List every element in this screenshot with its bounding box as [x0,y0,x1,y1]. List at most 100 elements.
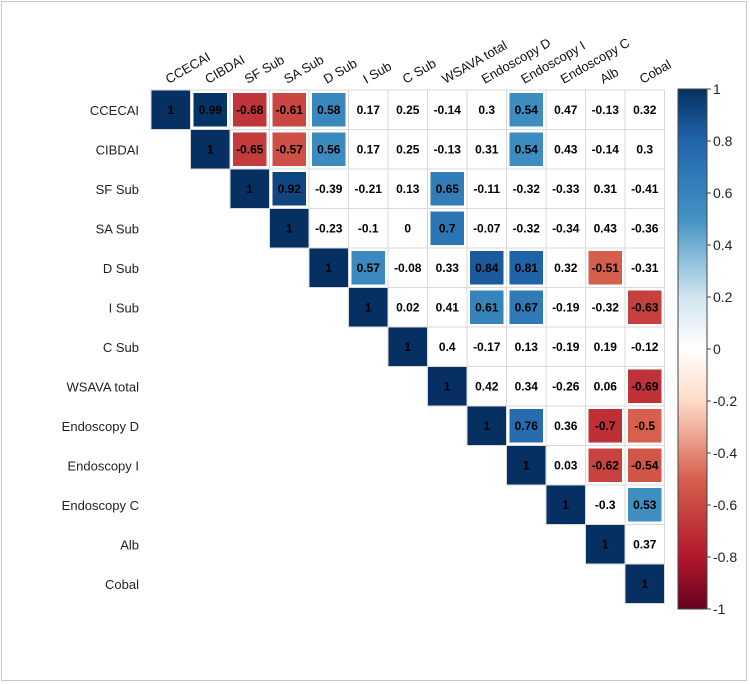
heatmap-cell [586,525,625,564]
cell-value-label: -0.33 [552,182,580,196]
grid-cell [427,247,468,288]
row-label: Cobal [105,577,139,592]
heatmap-cell [470,290,504,324]
cell-value-label: -0.36 [631,221,659,235]
row-label: CIBDAI [96,142,139,157]
grid-cell [545,326,586,367]
heatmap-cell [588,409,622,443]
grid-cell [427,89,468,130]
cell-value-label: 1 [602,537,609,551]
cell-layer [151,90,664,603]
cell-value-label: 0.41 [436,300,460,314]
cell-value-label: -0.32 [513,182,541,196]
cell-value-label: -0.69 [631,379,659,393]
cell-value-label: -0.23 [315,221,343,235]
cell-value-label: -0.26 [552,379,580,393]
cell-value-label: 1 [167,103,174,117]
heatmap-cell [628,448,662,482]
colorbar-tick-label: 0.4 [713,237,733,253]
heatmap-cell [191,130,230,169]
cell-value-label: -0.13 [434,142,462,156]
cell-value-label: -0.54 [631,458,659,472]
cell-value-label: 0.54 [515,103,539,117]
heatmap-cell [309,248,348,287]
heatmap-cell [230,169,269,208]
cell-value-label: 0.32 [554,261,578,275]
cell-value-label: 0.76 [515,419,539,433]
heatmap-cell [507,446,546,485]
cell-value-label: -0.3 [595,498,616,512]
heatmap-cell [430,172,464,206]
cell-value-label: -0.21 [355,182,383,196]
cell-value-label: 0.37 [633,537,657,551]
cell-value-label: 0.33 [436,261,460,275]
cell-value-label: 0.25 [396,142,420,156]
cell-value-label: 1 [483,419,490,433]
cell-value-label: 0.34 [515,379,539,393]
colorbar-tick-label: -0.8 [713,549,737,565]
heatmap-cell [430,211,464,245]
grid-cell [545,208,586,249]
row-label: CCECAI [90,103,139,118]
heatmap-cell [467,406,506,445]
grid-cell [545,366,586,407]
cell-value-label: 0.92 [278,182,302,196]
cell-value-label: 1 [325,261,332,275]
heatmap-cell [388,327,427,366]
cell-value-label: 0.36 [554,419,578,433]
column-label: D Sub [321,56,360,87]
cell-value-label: 1 [444,379,451,393]
row-label: WSAVA total [67,379,140,394]
cell-value-label: 0.02 [396,300,420,314]
grid-cell [427,326,468,367]
cell-value-label: -0.31 [631,261,659,275]
grid-cell [427,287,468,328]
row-label: D Sub [103,261,139,276]
heatmap-cell [351,251,385,285]
cell-value-label: -0.12 [631,340,659,354]
grid-cell [387,168,428,209]
column-label: C Sub [400,56,439,87]
value-labels: 1 0.99 -0.68 -0.61 0.58 0.17 0.25 -0.14 0.3 0.54 0… [167,103,658,591]
cell-value-label: 0.3 [636,142,653,156]
cell-value-label: -0.17 [473,340,501,354]
heatmap-cell [272,93,306,127]
heatmap-cell [509,132,543,166]
grid-cell [624,168,665,209]
grid-cell [506,326,547,367]
row-label: I Sub [109,300,139,315]
cell-value-label: -0.1 [358,221,379,235]
cell-value-label: -0.61 [276,103,304,117]
grid-cell [545,89,586,130]
colorbar-tick-label: -0.4 [713,445,737,461]
cell-value-label: 0.99 [199,103,223,117]
cell-value-label: -0.32 [513,221,541,235]
cell-value-label: 0.56 [317,142,341,156]
cell-value-label: 0.43 [554,142,578,156]
column-label: Cobal [637,57,674,87]
cell-value-label: 0.31 [594,182,618,196]
cell-value-label: 0.47 [554,103,578,117]
heatmap-cell [625,564,664,603]
cell-value-label: 0.32 [633,103,657,117]
cell-value-label: -0.34 [552,221,580,235]
cell-value-label: 0.17 [357,103,381,117]
cell-value-label: -0.07 [473,221,501,235]
grid-cell [387,287,428,328]
heatmap-cell [349,288,388,327]
row-label: Endoscopy I [67,458,139,473]
grid-cell [545,287,586,328]
heatmap-cell [270,209,309,248]
grid-cell [387,89,428,130]
colorbar-tick-label: -0.6 [713,497,737,513]
cell-value-label: -0.14 [592,142,620,156]
cell-value-label: 0.58 [317,103,341,117]
heatmap-cell [312,132,346,166]
cell-value-label: 1 [365,300,372,314]
grid-cell [466,326,507,367]
cell-value-label: -0.11 [473,182,500,196]
cell-value-label: 0.31 [475,142,499,156]
